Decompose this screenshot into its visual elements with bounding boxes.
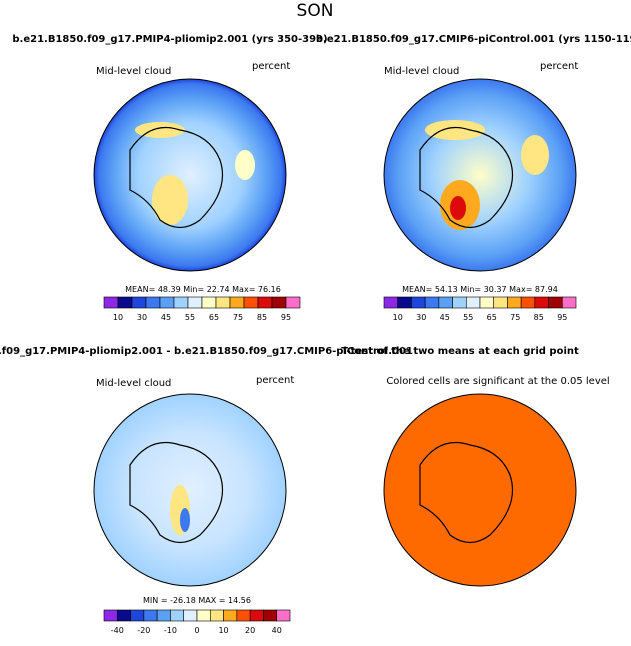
figure-title: SON <box>297 1 334 21</box>
panel-title: b.e21.B1850.f09_g17.CMIP6-piControl.001 … <box>316 34 631 45</box>
colorbar-box <box>534 296 549 309</box>
map <box>383 78 577 272</box>
stats: MEAN= 54.13 Min= 30.37 Max= 87.94 <box>402 285 558 294</box>
colorbar-box <box>215 296 231 309</box>
colorbar: 10 30 45 55 65 75 85 95 <box>103 296 301 322</box>
colorbar-box <box>103 609 118 622</box>
panel-units: percent <box>256 375 294 386</box>
panel-title: b.e21.B1850.f09_g17.PMIP4-pliomip2.001 (… <box>12 34 327 45</box>
colorbar-label: 95 <box>281 313 291 322</box>
panel-units: percent <box>252 61 290 72</box>
colorbar-box <box>507 296 522 309</box>
colorbar-label: 65 <box>487 313 497 322</box>
stats: MIN = -26.18 MAX = 14.56 <box>143 596 251 605</box>
colorbar-label: -10 <box>164 626 177 635</box>
colorbar-box <box>209 609 224 622</box>
colorbar-box <box>143 609 158 622</box>
colorbar-box <box>243 296 259 309</box>
colorbar-box <box>229 296 245 309</box>
colorbar-box <box>156 609 171 622</box>
panel-label: Mid-level cloud <box>384 66 459 77</box>
colorbar-label: 10 <box>113 313 123 322</box>
panel-title: T-test of the two means at each grid poi… <box>341 346 579 357</box>
colorbar-label: 55 <box>463 313 473 322</box>
colorbar-box <box>285 296 301 309</box>
colorbar-box <box>276 609 291 622</box>
colorbar-box <box>424 296 440 309</box>
colorbar-label: 0 <box>194 626 199 635</box>
panel-label: Mid-level cloud <box>96 378 171 389</box>
colorbar-box <box>520 296 536 309</box>
colorbar-box <box>173 296 189 309</box>
colorbar-box <box>117 296 133 309</box>
colorbar-box <box>383 296 399 309</box>
colorbar-box <box>438 296 453 309</box>
colorbar-box <box>159 296 175 309</box>
colorbar-label: 10 <box>393 313 403 322</box>
colorbar-box <box>236 609 251 622</box>
colorbar-box <box>131 296 147 309</box>
panel-title: b.e21.B1850.f09_g17.PMIP4-pliomip2.001 -… <box>0 346 413 357</box>
map <box>93 78 287 272</box>
colorbar-box <box>170 609 185 622</box>
colorbar-box <box>411 296 426 309</box>
colorbar-label: 75 <box>510 313 520 322</box>
colorbar-label: -40 <box>111 626 124 635</box>
colorbar-box <box>561 296 577 309</box>
colorbar-label: 45 <box>161 313 171 322</box>
colorbar-box <box>397 296 412 309</box>
colorbar-box <box>130 609 145 622</box>
colorbar-box <box>187 296 203 309</box>
colorbar-box <box>223 609 238 622</box>
map <box>93 393 287 587</box>
colorbar-label: 85 <box>257 313 267 322</box>
colorbar-box <box>201 296 217 309</box>
colorbar-label: 55 <box>185 313 195 322</box>
panel-label: Colored cells are significant at the 0.0… <box>386 376 609 387</box>
colorbar-label: 85 <box>534 313 544 322</box>
colorbar-label: 65 <box>209 313 219 322</box>
colorbar-label: 30 <box>416 313 426 322</box>
panel-units: percent <box>540 61 578 72</box>
map <box>383 393 577 587</box>
colorbar-box <box>249 609 264 622</box>
stats: MEAN= 48.39 Min= 22.74 Max= 76.16 <box>125 285 281 294</box>
colorbar: -40 -20 -10 0 10 20 40 <box>103 609 291 635</box>
colorbar-box <box>257 296 273 309</box>
colorbar-box <box>271 296 287 309</box>
colorbar-box <box>183 609 198 622</box>
colorbar-box <box>479 296 495 309</box>
colorbar-box <box>263 609 278 622</box>
colorbar-box <box>116 609 131 622</box>
colorbar-label: 40 <box>272 626 282 635</box>
colorbar-label: 75 <box>233 313 243 322</box>
colorbar-box <box>145 296 161 309</box>
colorbar-box <box>196 609 211 622</box>
colorbar-label: 20 <box>245 626 255 635</box>
panel-label: Mid-level cloud <box>96 66 171 77</box>
colorbar-box <box>452 296 467 309</box>
colorbar-label: -20 <box>137 626 150 635</box>
colorbar-box <box>465 296 481 309</box>
colorbar-box <box>493 296 508 309</box>
colorbar-box <box>548 296 563 309</box>
colorbar-label: 95 <box>557 313 567 322</box>
colorbar-box <box>103 296 119 309</box>
colorbar: 10 30 45 55 65 75 85 95 <box>383 296 577 322</box>
colorbar-label: 10 <box>218 626 228 635</box>
colorbar-label: 30 <box>137 313 147 322</box>
colorbar-label: 45 <box>440 313 450 322</box>
